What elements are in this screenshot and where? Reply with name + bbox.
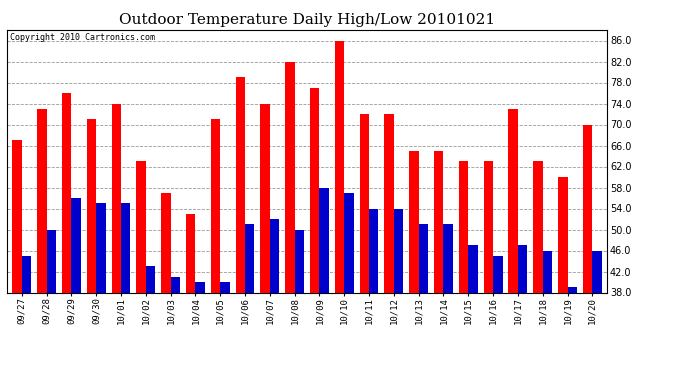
Text: Copyright 2010 Cartronics.com: Copyright 2010 Cartronics.com xyxy=(10,33,155,42)
Bar xyxy=(469,245,477,292)
Bar xyxy=(285,62,295,292)
Bar xyxy=(22,256,31,292)
Bar xyxy=(295,230,304,292)
Bar xyxy=(359,114,369,292)
Bar xyxy=(121,203,130,292)
Title: Outdoor Temperature Daily High/Low 20101021: Outdoor Temperature Daily High/Low 20101… xyxy=(119,13,495,27)
Bar xyxy=(195,282,205,292)
Bar xyxy=(434,151,444,292)
Bar xyxy=(37,109,47,292)
Bar xyxy=(96,203,106,292)
Bar xyxy=(444,224,453,292)
Bar xyxy=(87,119,96,292)
Bar xyxy=(270,219,279,292)
Bar xyxy=(509,109,518,292)
Bar xyxy=(533,161,543,292)
Bar xyxy=(592,251,602,292)
Bar xyxy=(137,161,146,292)
Bar xyxy=(186,214,195,292)
Bar xyxy=(419,224,428,292)
Bar xyxy=(62,93,71,292)
Bar xyxy=(344,193,354,292)
Bar xyxy=(394,209,403,292)
Bar xyxy=(170,277,180,292)
Bar xyxy=(567,287,577,292)
Bar xyxy=(409,151,419,292)
Bar xyxy=(319,188,329,292)
Bar xyxy=(47,230,56,292)
Bar xyxy=(310,88,319,292)
Bar xyxy=(146,266,155,292)
Bar xyxy=(558,177,567,292)
Bar xyxy=(260,104,270,292)
Bar xyxy=(484,161,493,292)
Bar xyxy=(583,124,592,292)
Bar xyxy=(220,282,230,292)
Bar xyxy=(161,193,170,292)
Bar xyxy=(493,256,502,292)
Bar xyxy=(211,119,220,292)
Bar xyxy=(459,161,469,292)
Bar xyxy=(335,40,344,292)
Bar xyxy=(235,77,245,292)
Bar xyxy=(384,114,394,292)
Bar xyxy=(71,198,81,292)
Bar xyxy=(543,251,552,292)
Bar xyxy=(518,245,527,292)
Bar xyxy=(369,209,379,292)
Bar xyxy=(12,140,22,292)
Bar xyxy=(245,224,255,292)
Bar xyxy=(112,104,121,292)
